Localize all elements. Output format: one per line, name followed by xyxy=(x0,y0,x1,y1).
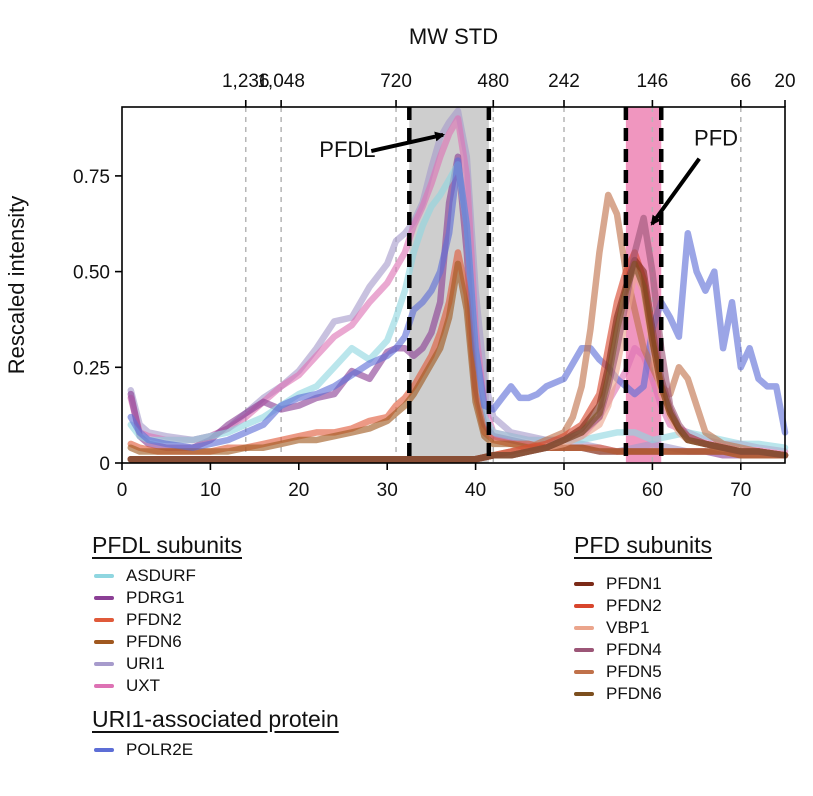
series-line xyxy=(127,157,789,451)
y-tick-label: 0 xyxy=(99,454,110,475)
top-tick-label: 66 xyxy=(730,71,751,92)
legend-item: POLR2E xyxy=(94,739,339,761)
legend-label: PFDN5 xyxy=(606,662,662,681)
legend-item: PFDN6 xyxy=(94,631,242,653)
legend-swatch xyxy=(574,626,594,630)
legend-pfdl: PFDL subunits ASDURF PDRG1 PFDN2 PFDN6 U… xyxy=(92,532,242,697)
legend-swatch xyxy=(94,684,114,688)
x-tick-label: 70 xyxy=(730,480,751,501)
legend-label: PDRG1 xyxy=(126,588,185,607)
legend-swatch xyxy=(574,648,594,652)
annotation-arrow-pfd xyxy=(650,157,701,226)
legend-pfd: PFD subunits PFDN1 PFDN2 VBP1 PFDN4 PFDN… xyxy=(574,532,712,705)
legend-label: UXT xyxy=(126,676,160,695)
legend-swatch xyxy=(94,748,114,752)
top-tick-label: 1,236 xyxy=(222,71,270,92)
legend-label: PFDN4 xyxy=(606,640,662,659)
legend-label: POLR2E xyxy=(126,740,194,759)
legend-item: VBP1 xyxy=(574,617,712,639)
legend-item: URI1 xyxy=(94,653,242,675)
legend-item: PFDN2 xyxy=(574,595,712,617)
legend-title-pfd: PFD subunits xyxy=(574,532,713,558)
legend-swatch xyxy=(94,640,114,644)
legend-label: URI1 xyxy=(126,654,165,673)
legend-label: PFDN6 xyxy=(126,632,182,651)
annotation-arrow-pfdl xyxy=(370,131,446,153)
legend-label: VBP1 xyxy=(606,618,650,637)
legend-item: PFDN6 xyxy=(574,683,712,705)
legend-swatch xyxy=(94,662,114,666)
legend-swatch xyxy=(94,618,114,622)
legend-item: PDRG1 xyxy=(94,587,242,609)
legend-swatch xyxy=(94,596,114,600)
legend-item: PFDN2 xyxy=(94,609,242,631)
x-tick-label: 40 xyxy=(465,480,486,501)
y-axis-label: Rescaled intensity xyxy=(4,196,29,375)
legend-label: PFDN6 xyxy=(606,684,662,703)
legend-title-uri1: URI1-associated protein xyxy=(92,706,339,732)
series-line xyxy=(127,260,789,459)
annotation-label-pfdl: PFDL xyxy=(319,137,375,162)
x-tick-label: 20 xyxy=(288,480,309,501)
x-tick-label: 0 xyxy=(117,480,128,501)
y-tick-label: 0.25 xyxy=(73,358,110,379)
top-tick-label: 242 xyxy=(548,71,580,92)
legend-item: PFDN4 xyxy=(574,639,712,661)
x-tick-label: 30 xyxy=(377,480,398,501)
annotation-label-pfd: PFD xyxy=(694,125,738,150)
legend-item: UXT xyxy=(94,675,242,697)
x-tick-label: 60 xyxy=(642,480,663,501)
top-tick-label: 720 xyxy=(380,71,412,92)
x-tick-label: 10 xyxy=(200,480,221,501)
legend-swatch xyxy=(574,692,594,696)
legend-item: PFDN1 xyxy=(574,573,712,595)
y-tick-label: 0.50 xyxy=(73,263,110,284)
legend-uri1: URI1-associated protein POLR2E xyxy=(92,706,339,761)
series-line xyxy=(127,260,789,463)
legend-label: PFDN2 xyxy=(126,610,182,629)
top-tick-label: 20 xyxy=(774,71,795,92)
series-line xyxy=(127,161,789,451)
x-tick-label: 50 xyxy=(553,480,574,501)
legend-item: PFDN5 xyxy=(574,661,712,683)
top-tick-label: 146 xyxy=(637,71,669,92)
legend-swatch xyxy=(574,582,594,586)
legend-swatch xyxy=(574,670,594,674)
plot-frame xyxy=(121,106,786,464)
legend-item: ASDURF xyxy=(94,565,242,587)
top-axis-title: MW STD xyxy=(409,24,498,49)
legend-label: PFDN1 xyxy=(606,574,662,593)
y-tick-label: 0.75 xyxy=(73,167,110,188)
legend-swatch xyxy=(94,574,114,578)
legend-swatch xyxy=(574,604,594,608)
top-tick-label: 1,048 xyxy=(257,71,305,92)
legend-label: ASDURF xyxy=(126,566,196,585)
legend-label: PFDN2 xyxy=(606,596,662,615)
legend-title-pfdl: PFDL subunits xyxy=(92,532,242,558)
top-tick-label: 480 xyxy=(477,71,509,92)
